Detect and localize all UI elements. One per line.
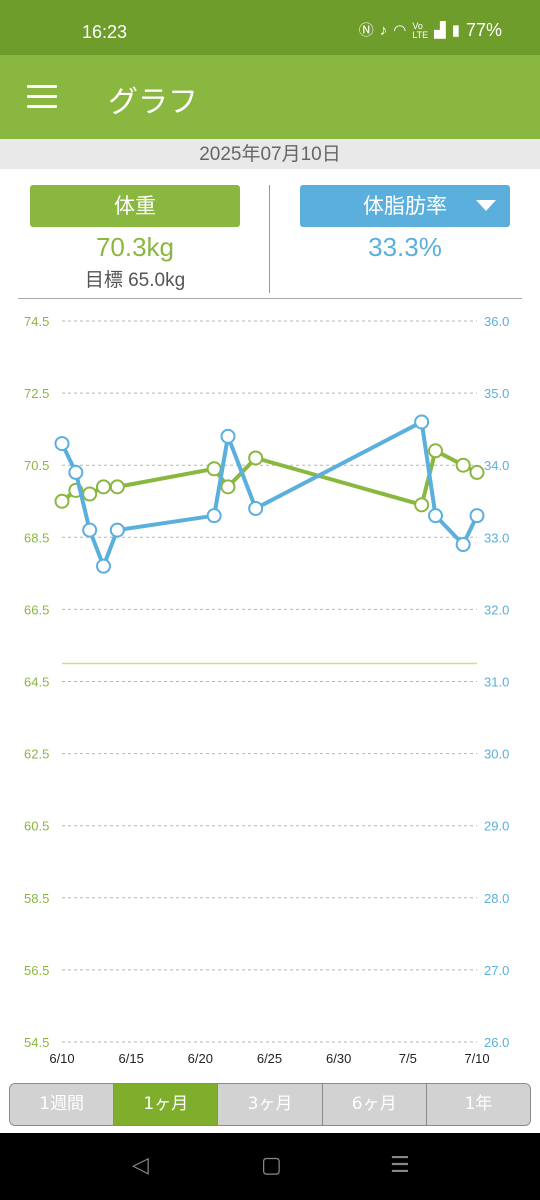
y2-tick-label: 27.0 (484, 963, 509, 978)
body-fat-series-line (60, 419, 479, 569)
hamburger-menu-icon[interactable] (27, 85, 57, 109)
status-time: 16:23 (82, 22, 128, 42)
x-tick-label: 7/10 (464, 1051, 489, 1066)
range-tab[interactable]: 1年 (426, 1084, 530, 1125)
weight-point (109, 479, 125, 495)
weight-point (414, 497, 430, 513)
weight-point (54, 493, 70, 509)
y2-tick-label: 32.0 (484, 602, 509, 617)
weight-point (455, 457, 471, 473)
y-tick-label: 64.5 (24, 675, 49, 690)
x-tick-label: 6/15 (119, 1051, 144, 1066)
body-fat-point (206, 508, 222, 524)
x-tick-label: 7/5 (399, 1051, 417, 1066)
body-fat-value: 33.3% (368, 232, 442, 262)
range-tab[interactable]: 1週間 (10, 1084, 115, 1125)
status-bar: 16:23 Ⓝ ♪ ◠ Vo LTE ▟ ▮ 77% (0, 0, 540, 55)
y2-tick-label: 36.0 (484, 314, 509, 329)
status-icons: Ⓝ ♪ ◠ Vo LTE ▟ ▮ 77% (359, 20, 502, 41)
x-tick-label: 6/10 (49, 1051, 74, 1066)
x-tick-label: 6/20 (188, 1051, 213, 1066)
range-tab[interactable]: 1ヶ月 (114, 1084, 219, 1125)
y-tick-label: 70.5 (24, 458, 49, 473)
home-icon[interactable]: ▢ (261, 1153, 282, 1178)
weight-point (469, 464, 485, 480)
body-fat-point (414, 414, 430, 430)
body-fat-point (220, 428, 236, 444)
body-fat-point (428, 508, 443, 524)
body-fat-point (109, 522, 125, 538)
range-tab[interactable]: 3ヶ月 (218, 1084, 323, 1125)
weight-point (82, 486, 98, 502)
y2-tick-label: 34.0 (484, 458, 509, 473)
range-tab[interactable]: 6ヶ月 (322, 1084, 427, 1125)
weight-button[interactable]: 体重 (30, 185, 240, 227)
y-tick-label: 60.5 (24, 819, 49, 834)
signal-icon: ▟ (434, 21, 446, 39)
y-tick-label: 74.5 (24, 314, 49, 329)
page-title: グラフ (108, 85, 198, 120)
recents-icon[interactable]: ☰ (390, 1153, 410, 1178)
body-fat-point (455, 537, 471, 553)
line-chart: 74.5 36.0 72.5 35.0 70.5 34.0 68.5 33.0 66.5 32.0… (24, 314, 509, 1066)
volte-icon: Vo LTE (412, 20, 429, 40)
body-fat-point (469, 508, 485, 524)
y2-tick-label: 30.0 (484, 747, 509, 762)
body-fat-label: 体脂肪率 (363, 194, 447, 218)
goal-weight: 目標 65.0kg (84, 270, 186, 291)
body-fat-panel: 体脂肪率 33.3% (300, 185, 510, 263)
date-label: 2025年07月10日 (0, 139, 540, 169)
range-tabs: 1週間 1ヶ月 3ヶ月 6ヶ月 1年 (9, 1083, 531, 1126)
y2-tick-label: 29.0 (484, 819, 509, 834)
mute-icon: ♪ (379, 21, 388, 39)
y2-tick-label: 33.0 (484, 530, 509, 545)
nfc-icon: Ⓝ (358, 21, 374, 39)
body-fat-point (68, 464, 84, 480)
weight-point (428, 443, 443, 459)
back-icon[interactable]: ◁ (132, 1153, 149, 1178)
y2-tick-label: 31.0 (484, 675, 509, 690)
body-fat-dropdown-button[interactable]: 体脂肪率 (300, 185, 510, 227)
y-tick-label: 58.5 (24, 891, 49, 906)
app-bar: グラフ (0, 55, 540, 139)
y2-tick-label: 35.0 (484, 386, 509, 401)
body-fat-point (248, 500, 264, 516)
weight-point (248, 450, 264, 466)
navigation-bar: ◁ ▢ ☰ (0, 1133, 540, 1200)
chart-divider (18, 298, 522, 299)
x-tick-label: 6/25 (257, 1051, 282, 1066)
body-fat-point (96, 558, 111, 574)
y-tick-label: 72.5 (24, 386, 49, 401)
weight-point (206, 461, 222, 477)
y-tick-label: 62.5 (24, 747, 49, 762)
battery-icon: ▮ (451, 21, 460, 39)
weight-series-line (60, 448, 478, 507)
dropdown-arrow-icon (476, 200, 496, 211)
battery-percent: 77% (465, 20, 502, 40)
y-tick-label: 56.5 (24, 963, 49, 978)
wifi-icon: ◠ (393, 21, 407, 39)
y-tick-label: 68.5 (24, 530, 49, 545)
y2-tick-label: 26.0 (484, 1035, 509, 1050)
weight-point (220, 479, 236, 495)
body-fat-point (54, 436, 70, 452)
x-tick-label: 6/30 (326, 1051, 351, 1066)
y2-tick-label: 28.0 (484, 891, 509, 906)
weight-value: 70.3kg (95, 232, 175, 262)
body-fat-point (82, 522, 98, 538)
y-tick-label: 54.5 (24, 1035, 49, 1050)
y-tick-label: 66.5 (24, 602, 49, 617)
weight-panel: 体重 70.3kg 目標 65.0kg (30, 185, 240, 292)
panel-divider (269, 185, 270, 293)
weight-point (96, 479, 111, 495)
